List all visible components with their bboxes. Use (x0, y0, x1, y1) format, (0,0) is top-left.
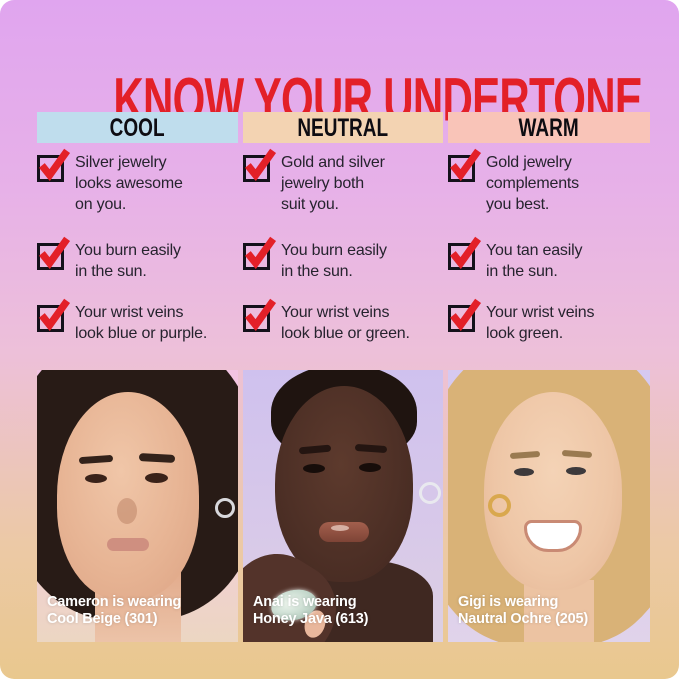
gigi-gold-earring (488, 494, 511, 517)
checked-checkbox-icon (448, 298, 482, 332)
checklist-warm: Gold jewelry complements you best. You t… (448, 148, 650, 367)
checked-checkbox-icon (243, 298, 277, 332)
checklist-item: Your wrist veins look blue or green. (243, 298, 443, 344)
checklist-item: You tan easily in the sun. (448, 236, 650, 282)
anai-lip-gloss-highlight (331, 525, 349, 531)
model-photo-cameron: Cameron is wearing Cool Beige (301) (37, 370, 238, 642)
checklist-item-text: Silver jewelry looks awesome on you. (75, 154, 183, 213)
checklist-item-text: You burn easily in the sun. (75, 242, 181, 280)
cameron-face (57, 392, 199, 600)
anai-face (275, 386, 413, 582)
column-header-neutral-label: NEUTRAL (297, 114, 389, 142)
checklist-item-text: Your wrist veins look blue or purple. (75, 304, 208, 342)
checklist-item: You burn easily in the sun. (243, 236, 443, 282)
checklist-item-text: You burn easily in the sun. (281, 242, 387, 280)
column-header-cool-label: COOL (110, 114, 165, 142)
gigi-right-eye (566, 467, 586, 475)
photo-caption-gigi: Gigi is wearing Nautral Ochre (205) (458, 594, 588, 627)
checked-checkbox-icon (37, 236, 71, 270)
cameron-nose (117, 498, 137, 524)
checklist-item-text: You tan easily in the sun. (486, 242, 583, 280)
checklist-item: Silver jewelry looks awesome on you. (37, 148, 238, 215)
checked-checkbox-icon (448, 236, 482, 270)
checklist-item-text: Gold and silver jewelry both suit you. (281, 154, 385, 213)
checked-checkbox-icon (37, 298, 71, 332)
checklist-item: Your wrist veins look green. (448, 298, 650, 344)
model-photo-gigi: Gigi is wearing Nautral Ochre (205) (448, 370, 650, 642)
checklist-item-text: Gold jewelry complements you best. (486, 154, 579, 213)
gigi-face (484, 392, 622, 590)
checked-checkbox-icon (243, 148, 277, 182)
checklist-item: Your wrist veins look blue or purple. (37, 298, 238, 344)
checklist-item: Gold jewelry complements you best. (448, 148, 650, 215)
cameron-right-eye (145, 473, 168, 483)
gigi-left-eye (514, 468, 534, 476)
photo-caption-anai: Anai is wearing Honey Java (613) (253, 594, 369, 627)
anai-right-eye (359, 463, 381, 472)
checked-checkbox-icon (37, 148, 71, 182)
cameron-silver-earring (215, 498, 235, 518)
column-header-warm-label: WARM (518, 114, 580, 142)
cameron-left-eye (85, 474, 107, 483)
checked-checkbox-icon (243, 236, 277, 270)
column-header-cool: COOL (37, 112, 238, 143)
checked-checkbox-icon (448, 148, 482, 182)
photo-caption-cameron: Cameron is wearing Cool Beige (301) (47, 594, 182, 627)
column-header-warm: WARM (448, 112, 650, 143)
checklist-item-text: Your wrist veins look green. (486, 304, 595, 342)
checklist-item: You burn easily in the sun. (37, 236, 238, 282)
cameron-lips (107, 538, 149, 551)
model-photo-anai: Anai is wearing Honey Java (613) (243, 370, 443, 642)
gigi-neck (524, 580, 594, 642)
checklist-cool: Silver jewelry looks awesome on you. You… (37, 148, 238, 367)
checklist-neutral: Gold and silver jewelry both suit you. Y… (243, 148, 443, 367)
column-header-neutral: NEUTRAL (243, 112, 443, 143)
checklist-item: Gold and silver jewelry both suit you. (243, 148, 443, 215)
anai-left-eye (303, 464, 325, 473)
checklist-item-text: Your wrist veins look blue or green. (281, 304, 410, 342)
anai-hoop-earring (419, 482, 441, 504)
